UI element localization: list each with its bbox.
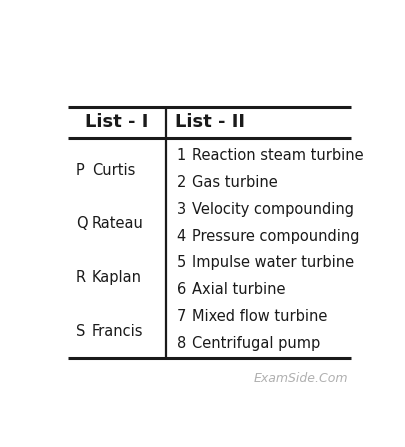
Text: 7: 7 (176, 309, 185, 324)
Text: Velocity compounding: Velocity compounding (192, 202, 354, 217)
Text: P: P (76, 163, 85, 178)
Text: 2: 2 (176, 175, 185, 190)
Text: Centrifugal pump: Centrifugal pump (192, 336, 320, 351)
Text: Kaplan: Kaplan (92, 270, 141, 285)
Text: Axial turbine: Axial turbine (192, 282, 285, 297)
Text: Rateau: Rateau (92, 216, 143, 232)
Text: 6: 6 (176, 282, 185, 297)
Text: 8: 8 (176, 336, 185, 351)
Text: Impulse water turbine: Impulse water turbine (192, 255, 354, 270)
Text: 1: 1 (176, 148, 185, 163)
Text: Pressure compounding: Pressure compounding (192, 228, 359, 244)
Text: ExamSide.Com: ExamSide.Com (253, 372, 347, 385)
Text: Francis: Francis (92, 324, 143, 339)
Text: Curtis: Curtis (92, 163, 135, 178)
Text: List - II: List - II (175, 114, 245, 131)
Text: Gas turbine: Gas turbine (192, 175, 277, 190)
Text: 3: 3 (176, 202, 185, 217)
Text: S: S (76, 324, 85, 339)
Text: Q: Q (76, 216, 87, 232)
Text: R: R (76, 270, 86, 285)
Text: Mixed flow turbine: Mixed flow turbine (192, 309, 327, 324)
Text: List - I: List - I (85, 114, 148, 131)
Text: 4: 4 (176, 228, 185, 244)
Text: 5: 5 (176, 255, 185, 270)
Text: Reaction steam turbine: Reaction steam turbine (192, 148, 363, 163)
